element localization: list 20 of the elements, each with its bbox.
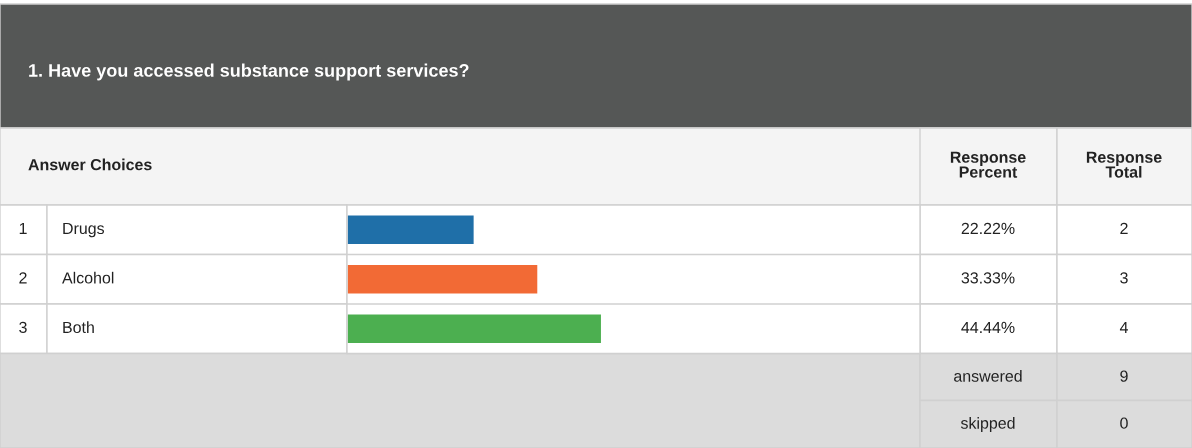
y-tick-label: Drugs [63, 222, 105, 238]
text: 9 [1120, 370, 1128, 382]
y-tick-label: Both [63, 321, 94, 334]
data-label: 33.33% [961, 272, 1015, 284]
y-tick-label: Alcohol [62, 271, 114, 284]
text: 2 [1120, 222, 1128, 234]
data-label: 22.22% [961, 222, 1015, 234]
text: Answer Choices [28, 158, 152, 171]
text: 3 [1120, 272, 1128, 284]
text: Response Total [1086, 151, 1162, 178]
text: 3 [19, 321, 27, 334]
text: Response Percent [950, 151, 1026, 178]
text: 2 [19, 272, 27, 284]
data-label: 44.44% [961, 321, 1015, 333]
text: 1 [19, 222, 27, 234]
text: skipped [960, 417, 1015, 432]
text: 0 [1120, 417, 1128, 429]
chart-title: 1. Have you accessed substance support services? [29, 63, 469, 81]
text: 4 [1119, 321, 1128, 333]
text: answered [954, 370, 1022, 382]
